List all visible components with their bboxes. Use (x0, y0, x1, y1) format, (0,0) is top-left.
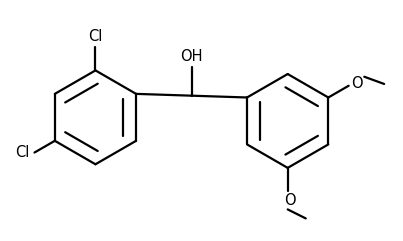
Text: Cl: Cl (88, 29, 103, 44)
Text: OH: OH (180, 49, 203, 64)
Text: O: O (351, 76, 363, 91)
Text: Cl: Cl (16, 145, 30, 160)
Text: O: O (284, 193, 295, 208)
